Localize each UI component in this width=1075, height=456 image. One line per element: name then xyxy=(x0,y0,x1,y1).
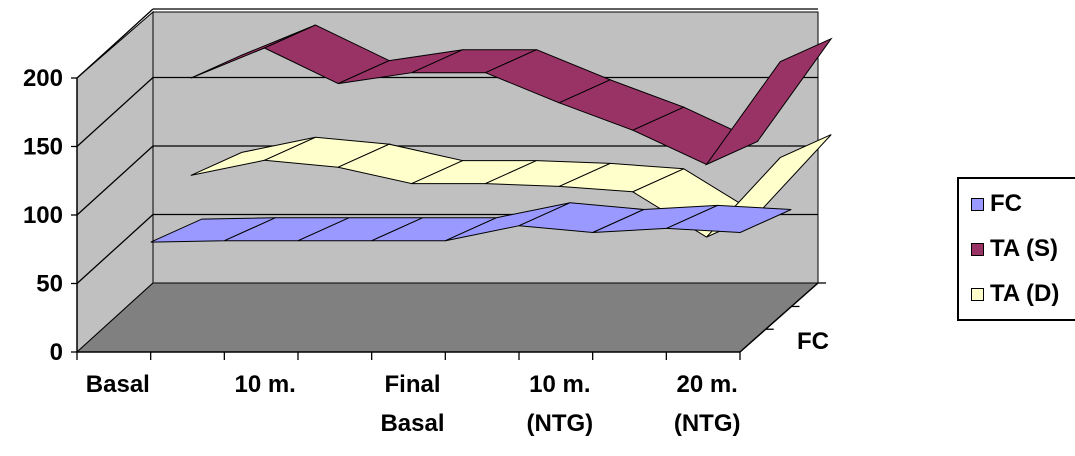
legend-item-ta-s: TA (S) xyxy=(971,235,1058,262)
x-tick-labels: Basal 10 m. Final Basal 10 m. (NTG) 20 m. (NTG) xyxy=(86,371,741,437)
y-tick-label: 150 xyxy=(23,134,63,161)
series-fc xyxy=(150,202,792,243)
floor xyxy=(75,282,820,353)
depth-axis-label: FC xyxy=(797,328,829,355)
legend-swatch-ta-s xyxy=(971,242,984,256)
y-tick-labels: 0 50 100 150 200 xyxy=(23,65,63,366)
y-tick-label: 0 xyxy=(50,339,63,366)
x-tick-label: 10 m. xyxy=(234,371,295,398)
y-tick-label: 200 xyxy=(23,65,63,92)
legend-label-fc: FC xyxy=(990,190,1022,217)
series-ribbons xyxy=(150,24,833,243)
x-tick-label: Basal xyxy=(86,371,150,398)
chart-legend: FC TA (S) TA (D) xyxy=(957,177,1075,321)
y-tick-label: 100 xyxy=(23,202,63,229)
x-tick-label: Basal xyxy=(380,410,444,437)
x-tick-label: Final xyxy=(384,371,440,398)
axes xyxy=(71,77,826,360)
y-tick-label: 50 xyxy=(36,271,63,298)
depth-axis-line xyxy=(739,282,819,353)
legend-label-ta-d: TA (D) xyxy=(990,280,1060,307)
x-tick-label: 10 m. xyxy=(529,371,590,398)
legend-item-ta-d: TA (D) xyxy=(971,280,1060,307)
legend-swatch-ta-d xyxy=(971,287,984,301)
legend-swatch-fc xyxy=(971,197,984,211)
ribbon-segment xyxy=(666,204,792,234)
ribbon-segment xyxy=(705,37,833,166)
x-tick-label: (NTG) xyxy=(674,410,741,437)
gridline-side xyxy=(76,145,154,216)
x-tick-label: 20 m. xyxy=(676,371,737,398)
gridline-side xyxy=(76,214,154,284)
gridline-side xyxy=(76,8,154,79)
legend-label-ta-s: TA (S) xyxy=(990,235,1058,262)
legend-item-fc: FC xyxy=(971,190,1022,217)
gridline-side xyxy=(76,77,154,147)
series-ta-s xyxy=(190,24,833,166)
x-tick-label: (NTG) xyxy=(527,410,594,437)
